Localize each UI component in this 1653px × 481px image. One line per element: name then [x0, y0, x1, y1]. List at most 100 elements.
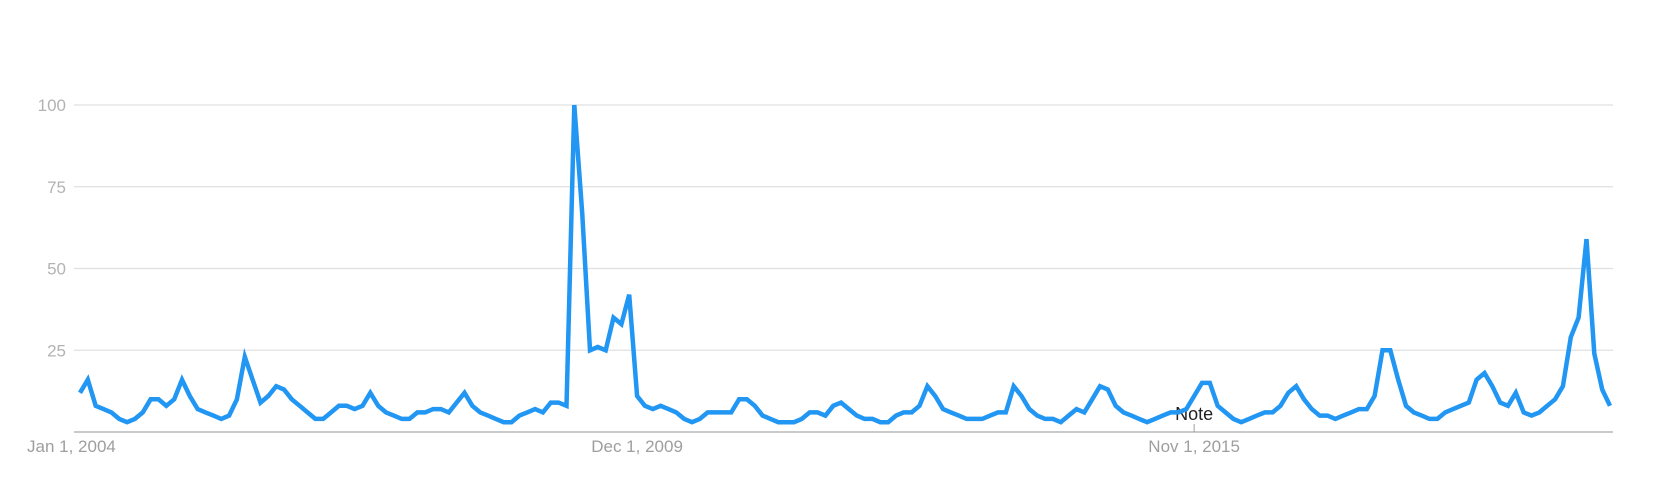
data-point[interactable]: [744, 396, 750, 402]
data-point[interactable]: [1230, 416, 1236, 422]
data-point[interactable]: [760, 413, 766, 419]
data-point[interactable]: [995, 409, 1001, 415]
data-point[interactable]: [1317, 413, 1323, 419]
data-point[interactable]: [312, 416, 318, 422]
data-point[interactable]: [893, 413, 899, 419]
data-point[interactable]: [1074, 406, 1080, 412]
data-point[interactable]: [924, 383, 930, 389]
data-point[interactable]: [493, 416, 499, 422]
data-point[interactable]: [556, 400, 562, 406]
data-point[interactable]: [305, 409, 311, 415]
data-point[interactable]: [1325, 413, 1331, 419]
data-point[interactable]: [736, 396, 742, 402]
data-point[interactable]: [689, 419, 695, 425]
data-point[interactable]: [93, 403, 99, 409]
data-point[interactable]: [634, 393, 640, 399]
data-point[interactable]: [1591, 351, 1597, 357]
data-point[interactable]: [948, 409, 954, 415]
data-point[interactable]: [250, 377, 256, 383]
data-point[interactable]: [940, 406, 946, 412]
data-point[interactable]: [917, 403, 923, 409]
data-point[interactable]: [956, 413, 962, 419]
data-point[interactable]: [1262, 409, 1268, 415]
data-point[interactable]: [838, 400, 844, 406]
data-point[interactable]: [367, 390, 373, 396]
data-point[interactable]: [446, 409, 452, 415]
data-point[interactable]: [1058, 419, 1064, 425]
data-point[interactable]: [1340, 413, 1346, 419]
data-point[interactable]: [979, 416, 985, 422]
data-point[interactable]: [258, 400, 264, 406]
data-point[interactable]: [140, 409, 146, 415]
data-point[interactable]: [799, 416, 805, 422]
data-point[interactable]: [705, 409, 711, 415]
data-point[interactable]: [1387, 347, 1393, 353]
data-point[interactable]: [352, 406, 358, 412]
data-point[interactable]: [673, 409, 679, 415]
data-point[interactable]: [1128, 413, 1134, 419]
data-point[interactable]: [1278, 403, 1284, 409]
data-point[interactable]: [1011, 383, 1017, 389]
data-point[interactable]: [1223, 409, 1229, 415]
data-point[interactable]: [1152, 416, 1158, 422]
data-point[interactable]: [273, 383, 279, 389]
data-point[interactable]: [540, 409, 546, 415]
data-point[interactable]: [1607, 403, 1613, 409]
data-point[interactable]: [1199, 380, 1205, 386]
data-point[interactable]: [297, 403, 303, 409]
data-point[interactable]: [1238, 419, 1244, 425]
data-point[interactable]: [603, 347, 609, 353]
data-point[interactable]: [1050, 416, 1056, 422]
data-point[interactable]: [485, 413, 491, 419]
data-point[interactable]: [1380, 347, 1386, 353]
data-point[interactable]: [1042, 416, 1048, 422]
data-point[interactable]: [1395, 377, 1401, 383]
data-point[interactable]: [1474, 377, 1480, 383]
series-line[interactable]: [78, 104, 1613, 425]
data-point[interactable]: [108, 409, 114, 415]
data-point[interactable]: [548, 400, 554, 406]
data-point[interactable]: [1599, 387, 1605, 393]
data-point[interactable]: [1584, 236, 1590, 242]
data-point[interactable]: [148, 396, 154, 402]
data-point[interactable]: [1576, 315, 1582, 321]
data-point[interactable]: [462, 390, 468, 396]
data-point[interactable]: [862, 416, 868, 422]
data-point[interactable]: [666, 406, 672, 412]
data-point[interactable]: [611, 315, 617, 321]
data-point[interactable]: [1246, 416, 1252, 422]
data-point[interactable]: [203, 409, 209, 415]
data-point[interactable]: [815, 409, 821, 415]
data-point[interactable]: [720, 409, 726, 415]
data-point[interactable]: [1089, 396, 1095, 402]
data-point[interactable]: [870, 416, 876, 422]
data-point[interactable]: [234, 396, 240, 402]
data-point[interactable]: [1427, 416, 1433, 422]
data-point[interactable]: [885, 419, 891, 425]
data-point[interactable]: [1285, 390, 1291, 396]
data-point[interactable]: [281, 387, 287, 393]
data-point[interactable]: [987, 413, 993, 419]
data-point[interactable]: [768, 416, 774, 422]
data-point[interactable]: [1552, 396, 1558, 402]
data-point[interactable]: [1160, 413, 1166, 419]
data-point[interactable]: [1536, 409, 1542, 415]
data-point[interactable]: [391, 413, 397, 419]
data-point[interactable]: [1270, 409, 1276, 415]
data-point[interactable]: [642, 403, 648, 409]
data-point[interactable]: [783, 419, 789, 425]
data-point[interactable]: [846, 406, 852, 412]
data-point[interactable]: [1207, 380, 1213, 386]
data-point[interactable]: [972, 416, 978, 422]
data-point[interactable]: [1348, 409, 1354, 415]
data-point[interactable]: [532, 406, 538, 412]
data-point[interactable]: [85, 377, 91, 383]
data-point[interactable]: [1191, 393, 1197, 399]
data-point[interactable]: [1301, 396, 1307, 402]
data-point[interactable]: [775, 419, 781, 425]
data-point[interactable]: [226, 413, 232, 419]
data-point[interactable]: [1026, 406, 1032, 412]
data-point[interactable]: [320, 416, 326, 422]
data-point[interactable]: [1293, 383, 1299, 389]
data-point[interactable]: [909, 409, 915, 415]
